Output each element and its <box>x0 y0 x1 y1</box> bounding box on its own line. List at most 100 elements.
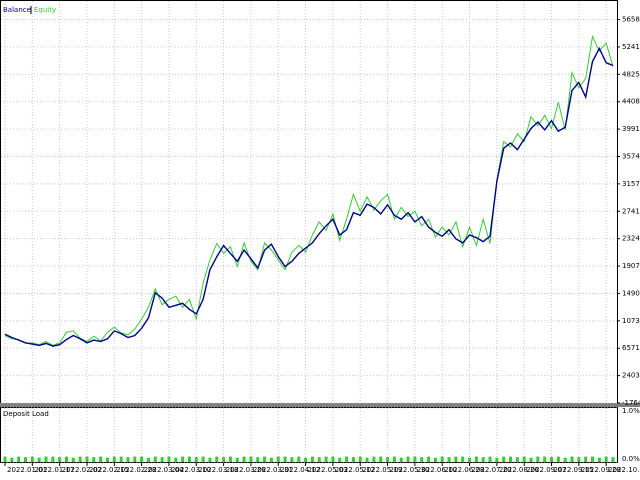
x-tick-label: 2022.09.07 <box>526 466 566 474</box>
bar <box>351 457 355 462</box>
bar <box>604 456 608 462</box>
bar <box>215 456 219 462</box>
bar <box>427 456 431 462</box>
bar <box>317 457 321 462</box>
y-tick-label: -17641 <box>622 399 640 407</box>
x-tick-label: 2022.03.26 <box>226 466 267 474</box>
bar <box>105 457 109 462</box>
x-tick-label: 2022.02.02 <box>62 466 102 474</box>
bar <box>208 457 212 462</box>
bar <box>235 457 239 462</box>
bar <box>263 456 267 462</box>
bar <box>297 456 301 462</box>
bar <box>515 457 519 462</box>
x-tick-label: 2022.08.26 <box>499 466 540 474</box>
x-tick-label: 2022.07.20 <box>472 466 512 474</box>
bar <box>269 457 273 462</box>
x-tick-label: 2022.01.01 <box>7 466 47 474</box>
bar <box>543 456 547 462</box>
y-tick-label: 149079 <box>622 289 640 297</box>
bar <box>406 456 410 462</box>
bar <box>358 456 362 462</box>
series-line <box>4 46 614 347</box>
bar <box>256 457 260 462</box>
y-tick-label: 524199 <box>622 43 640 51</box>
bar <box>37 457 41 462</box>
x-tick-label: 2022.03.10 <box>171 466 211 474</box>
bar <box>324 456 328 462</box>
bar <box>30 456 34 462</box>
series-line <box>4 34 614 346</box>
y-tick-label: 357479 <box>622 152 640 160</box>
y-tick-label: 274119 <box>622 207 640 215</box>
bar <box>187 456 191 462</box>
bar <box>372 456 376 462</box>
bar <box>146 457 150 462</box>
bar <box>379 456 383 462</box>
bar <box>153 456 157 462</box>
x-tick-label: 2022.05.03 <box>308 466 348 474</box>
x-tick-label: 2022.03.31 <box>253 466 293 474</box>
bar <box>133 456 137 462</box>
bar <box>454 456 458 462</box>
x-tick-label: 2022.03.04 <box>144 466 185 474</box>
bar <box>522 456 526 462</box>
bar <box>10 457 14 462</box>
bar <box>126 457 130 462</box>
x-tick-label: 2022.03.18 <box>198 466 238 474</box>
load-frame <box>0 407 618 463</box>
bar <box>413 456 417 462</box>
bar <box>468 457 472 462</box>
bar <box>17 456 21 462</box>
y-tick-label: 232439 <box>622 235 640 243</box>
x-tick-label: 2022.09.28 <box>581 466 621 474</box>
bar <box>283 456 287 462</box>
bar <box>563 457 567 462</box>
legend-entry: Equity <box>34 6 56 14</box>
bar <box>23 457 27 462</box>
bar <box>58 457 62 462</box>
bar <box>447 457 451 462</box>
x-tick-label: 2022.06.10 <box>417 466 457 474</box>
bar <box>591 456 595 462</box>
main-frame <box>0 0 618 405</box>
bar <box>64 456 68 462</box>
y-tick-label: 190759 <box>622 262 640 270</box>
y-tick-label: 65719 <box>622 344 640 352</box>
bar <box>276 456 280 462</box>
bar <box>433 457 437 462</box>
bar <box>611 457 615 462</box>
legend-entry: Balance <box>3 6 31 14</box>
bar <box>228 456 232 462</box>
bar <box>304 457 308 462</box>
bar <box>495 457 499 462</box>
bar <box>167 456 171 462</box>
bar <box>201 456 205 462</box>
bar <box>44 456 48 462</box>
bar <box>112 456 116 462</box>
bar <box>570 456 574 462</box>
bar <box>331 456 335 462</box>
bar <box>529 457 533 462</box>
bar <box>51 456 55 462</box>
bar <box>440 456 444 462</box>
bar <box>92 457 96 462</box>
x-tick-label: 2022.01.17 <box>34 466 74 474</box>
bar <box>174 457 178 462</box>
y-tick-label: 107399 <box>622 317 640 325</box>
bar <box>85 456 89 462</box>
bar <box>310 456 314 462</box>
bar <box>222 457 226 462</box>
bar <box>584 456 588 462</box>
bar <box>78 456 82 462</box>
bar <box>249 456 253 462</box>
bar <box>365 457 369 462</box>
bar <box>345 456 349 462</box>
x-tick-label: 2022.05.30 <box>390 466 430 474</box>
bar <box>474 456 478 462</box>
bar <box>160 457 164 462</box>
y-tick-label: 482519 <box>622 70 640 78</box>
x-tick-label: 2022.04.12 <box>280 466 320 474</box>
bar <box>338 457 342 462</box>
